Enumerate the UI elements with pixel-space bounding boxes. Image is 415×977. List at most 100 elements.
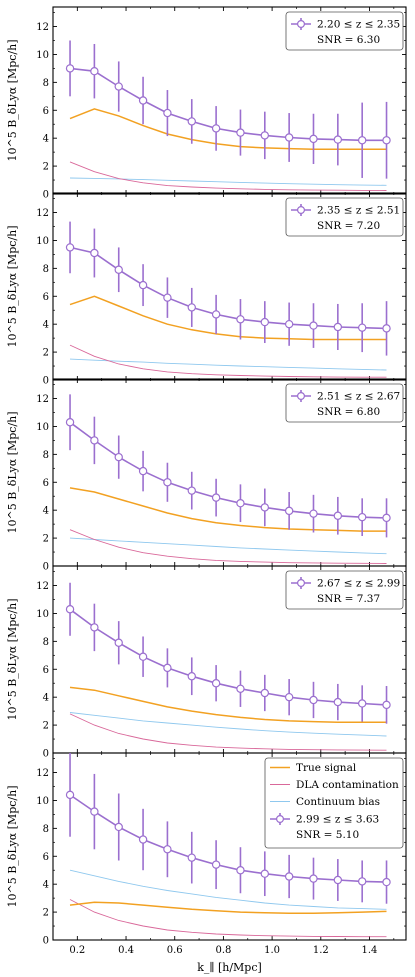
measurement-point bbox=[284, 133, 294, 142]
legend-box bbox=[264, 757, 404, 849]
dla-line bbox=[69, 344, 387, 378]
measurement-point bbox=[163, 478, 172, 487]
measurement-point bbox=[357, 877, 367, 886]
y-tick-label: 8 bbox=[43, 264, 49, 275]
y-tick-label: 2 bbox=[43, 162, 49, 173]
measurement-point bbox=[90, 436, 99, 445]
y-axis-label: 10^5 B_δLyα [Mpc/h] bbox=[6, 225, 19, 347]
y-tick-label: 0 bbox=[43, 562, 49, 573]
legend-marker bbox=[297, 392, 306, 401]
measurement-point bbox=[211, 493, 221, 502]
measurement-point bbox=[90, 623, 99, 632]
measurement-point bbox=[211, 679, 221, 688]
measurement-point bbox=[357, 699, 367, 708]
measurement-point bbox=[65, 605, 75, 614]
panel-3: 0 2 4 6 8 10 12 10^5 B_δLyα [Mpc/h] 2.51 ≤ z ≤ 2… bbox=[6, 378, 407, 573]
measurement-point bbox=[284, 506, 294, 516]
legend-redshift-label: 2.35 ≤ z ≤ 2.51 bbox=[317, 205, 400, 217]
measurement-point bbox=[357, 323, 367, 332]
measurement-point bbox=[211, 124, 221, 133]
x-axis-label: k_∥ [h/Mpc] bbox=[197, 961, 262, 974]
measurement-point bbox=[236, 866, 245, 875]
measurement-point bbox=[138, 652, 148, 661]
measurement-point bbox=[284, 319, 294, 329]
continuum-line bbox=[69, 712, 387, 737]
measurement-point bbox=[260, 869, 269, 878]
measurement-point bbox=[163, 845, 172, 854]
y-tick-label: 4 bbox=[43, 693, 49, 704]
legend-redshift-label: 2.99 ≤ z ≤ 3.63 bbox=[296, 814, 379, 826]
y-tick-label: 4 bbox=[43, 880, 49, 891]
true-signal-line bbox=[69, 686, 387, 724]
legend-true-signal-label: True signal bbox=[296, 762, 357, 774]
axes-frame bbox=[52, 6, 407, 195]
y-tick-label: 12 bbox=[36, 394, 49, 405]
measurement-point bbox=[309, 695, 318, 705]
legend-marker bbox=[276, 814, 285, 823]
measurement-point bbox=[114, 638, 123, 647]
dla-line bbox=[69, 529, 387, 564]
measurement-point bbox=[382, 700, 391, 710]
y-tick-label: 2 bbox=[43, 721, 49, 732]
legend-redshift-label: 2.51 ≤ z ≤ 2.67 bbox=[317, 391, 400, 403]
y-tick-label: 10 bbox=[36, 796, 49, 807]
legend: 2.67 ≤ z ≤ 2.99 SNR = 7.37 bbox=[285, 570, 404, 610]
measurement-point bbox=[138, 96, 148, 105]
legend-box bbox=[285, 570, 404, 610]
legend-snr-label: SNR = 7.20 bbox=[317, 220, 380, 232]
measurement-point bbox=[236, 128, 245, 137]
measurement-point bbox=[138, 466, 148, 476]
measurement-point bbox=[236, 499, 245, 508]
measurement-point bbox=[236, 684, 245, 694]
x-tick-label: 1.2 bbox=[313, 945, 329, 956]
measurement-point bbox=[138, 835, 148, 844]
measurement-point bbox=[309, 321, 318, 330]
measurement-point bbox=[163, 293, 172, 302]
y-tick-label: 4 bbox=[43, 134, 49, 145]
measurement-point bbox=[260, 503, 269, 512]
measurement-point bbox=[333, 875, 343, 885]
measurement-point bbox=[114, 822, 123, 832]
measurement-point bbox=[333, 135, 343, 144]
measurement-point bbox=[211, 860, 221, 869]
measurement-point bbox=[163, 663, 172, 673]
measurement-point bbox=[187, 486, 196, 495]
legend: 2.51 ≤ z ≤ 2.67 SNR = 6.80 bbox=[285, 383, 404, 423]
panel-5: 0 2 4 6 8 10 12 0.2 0.4 0.6 0.8 1.0 1.2 1.4 10^5 B_δLy… bbox=[6, 752, 407, 956]
y-tick-label: 12 bbox=[36, 208, 49, 219]
measurement-point bbox=[90, 807, 99, 816]
legend-marker bbox=[297, 206, 306, 215]
x-tick-label: 0.2 bbox=[69, 945, 85, 956]
x-tick-label: 1.4 bbox=[362, 945, 378, 956]
measurement-point bbox=[187, 853, 196, 862]
axes-frame bbox=[52, 192, 407, 381]
y-axis-label: 10^5 B_δLyα [Mpc/h] bbox=[6, 598, 19, 720]
measurement-point bbox=[187, 303, 196, 312]
measurement-point bbox=[211, 310, 221, 319]
measurement-point bbox=[65, 64, 75, 73]
y-axis-label: 10^5 B_δLyα [Mpc/h] bbox=[6, 39, 19, 161]
legend: 2.35 ≤ z ≤ 2.51 SNR = 7.20 bbox=[285, 197, 404, 237]
continuum-line bbox=[69, 869, 387, 910]
y-tick-label: 12 bbox=[36, 22, 49, 33]
measurement-point bbox=[284, 872, 294, 881]
true-signal-line bbox=[69, 108, 387, 151]
y-tick-label: 4 bbox=[43, 506, 49, 517]
measurement-point bbox=[114, 82, 123, 91]
y-tick-label: 12 bbox=[36, 768, 49, 779]
panel-1: 0 2 4 6 8 10 12 10^5 B_δLyα [Mpc/h] 2.20 ≤ z ≤ 2… bbox=[6, 6, 407, 201]
measurement-point bbox=[382, 513, 391, 523]
y-tick-label: 0 bbox=[43, 190, 49, 201]
measurement-point bbox=[260, 131, 269, 140]
x-tick-label: 0.8 bbox=[215, 945, 231, 956]
measurement-point bbox=[114, 452, 123, 462]
legend-snr-label: SNR = 7.37 bbox=[317, 593, 380, 605]
measurement-point bbox=[382, 877, 391, 887]
measurement-point bbox=[309, 874, 318, 883]
measurement-line bbox=[69, 608, 387, 706]
y-tick-label: 8 bbox=[43, 824, 49, 835]
dla-line bbox=[69, 899, 387, 938]
measurement-point bbox=[187, 117, 196, 126]
measurement-point bbox=[260, 317, 269, 327]
dla-line bbox=[69, 161, 387, 191]
